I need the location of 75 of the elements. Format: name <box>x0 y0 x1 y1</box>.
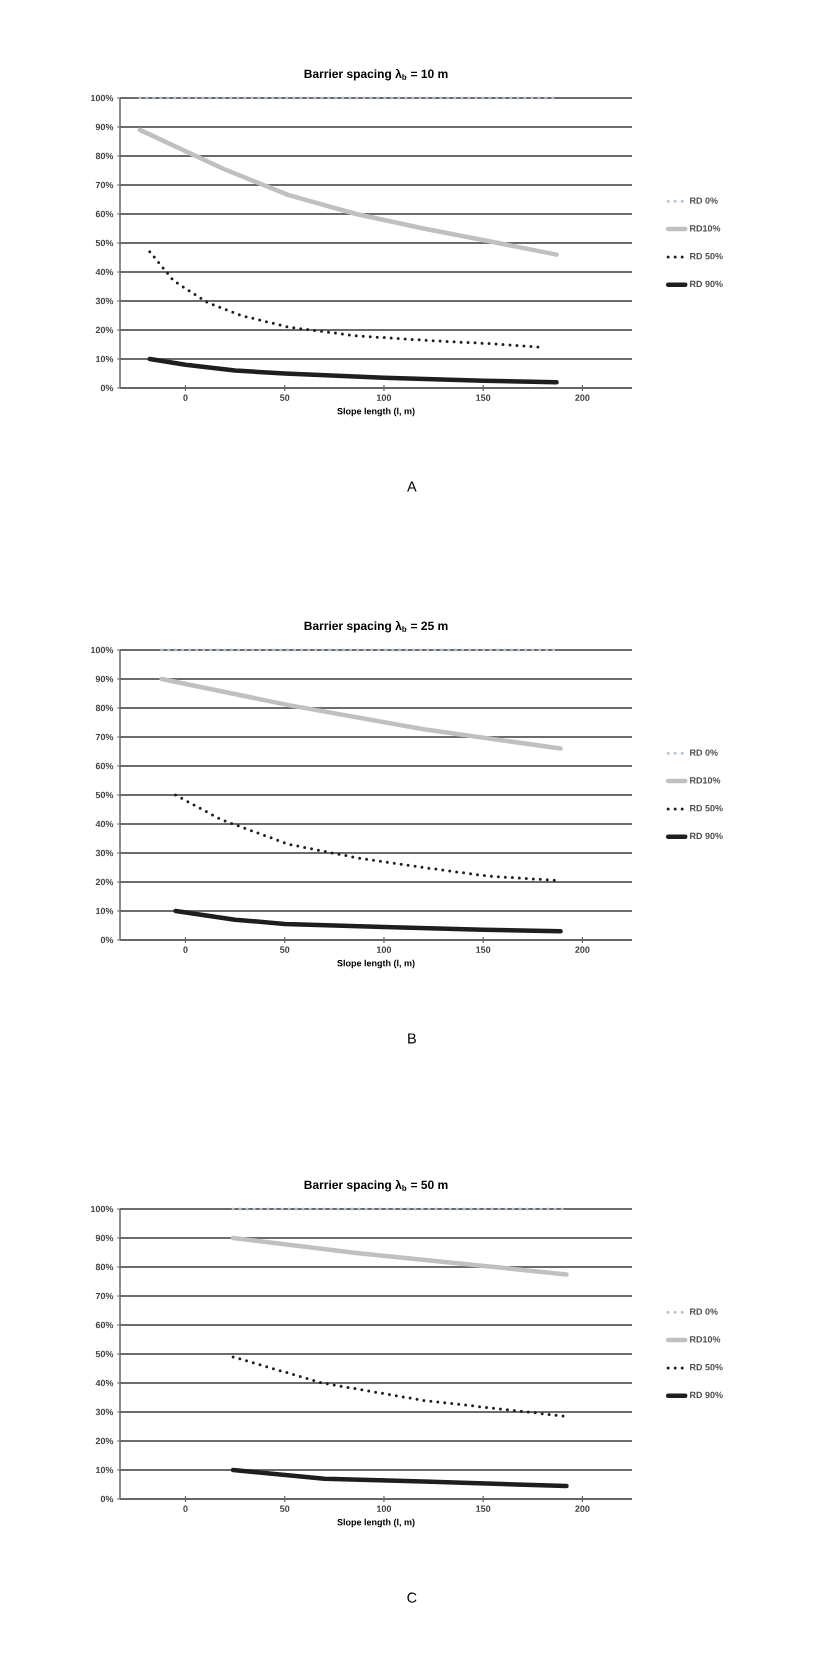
text: B <box>408 1033 416 1044</box>
y-tick-label: 50% <box>95 1350 114 1358</box>
x-tick-label: 150 <box>476 946 491 953</box>
y-tick-label: 10% <box>96 907 114 915</box>
y-tick-label: 70% <box>95 733 114 741</box>
legend-label: RD 50% <box>690 252 723 260</box>
x-tick-label: 0 <box>183 1505 188 1512</box>
chart-title: Barrier spacing λ$_{b}$ = 10 m <box>304 68 448 81</box>
y-tick-label: 10% <box>96 1466 114 1474</box>
y-tick-label: 0% <box>100 1495 114 1503</box>
legend-label: RD 50% <box>690 804 723 812</box>
line-series <box>147 356 559 385</box>
y-tick-label: 80% <box>95 152 114 160</box>
y-tick-label: 80% <box>95 704 114 712</box>
x-tick-label: 200 <box>575 394 590 401</box>
x-tick-label: 150 <box>476 394 491 401</box>
y-tick-label: 60% <box>95 762 114 770</box>
legend-label: RD 0% <box>690 197 718 204</box>
legend-label: RD10% <box>690 225 721 232</box>
x-tick-label: 150 <box>476 1505 491 1512</box>
y-tick-label: 60% <box>95 1321 114 1329</box>
y-tick-label: 90% <box>95 675 114 683</box>
legend-label: RD 0% <box>690 749 718 756</box>
text: C <box>407 1592 417 1603</box>
x-tick-label: 50 <box>279 946 290 953</box>
x-tick-label: 50 <box>279 394 290 401</box>
x-tick-label: 100 <box>377 1505 392 1512</box>
y-tick-label: 60% <box>95 210 114 218</box>
y-tick-label: 0% <box>100 384 114 392</box>
x-tick-label: 50 <box>279 1505 290 1512</box>
x-axis-title: Slope length (l, m) <box>337 1518 415 1528</box>
x-axis-title: Slope length (l, m) <box>337 959 415 969</box>
y-tick-label: 100% <box>91 646 114 654</box>
y-tick-label: 50% <box>95 791 114 799</box>
y-tick-label: 100% <box>91 94 114 102</box>
y-tick-label: 30% <box>95 849 114 857</box>
chart-title: Barrier spacing λ$_{b}$ = 50 m <box>304 1179 448 1192</box>
line-series <box>230 1235 569 1277</box>
x-tick-label: 100 <box>377 946 392 953</box>
y-tick-label: 10% <box>96 355 114 363</box>
line-series <box>137 127 559 257</box>
line-series <box>159 676 563 751</box>
y-tick-label: 90% <box>95 1234 114 1242</box>
y-tick-label: 90% <box>95 123 114 131</box>
x-axis-title: Slope length (l, m) <box>337 407 415 417</box>
legend-label: RD10% <box>690 777 721 784</box>
line-series <box>230 1467 569 1489</box>
y-tick-label: 50% <box>95 239 114 247</box>
line-series <box>173 908 563 934</box>
x-tick-label: 100 <box>377 394 392 401</box>
y-tick-label: 70% <box>95 1292 114 1300</box>
y-tick-label: 20% <box>95 326 114 334</box>
legend-label: RD 90% <box>690 280 723 288</box>
x-tick-label: 0 <box>183 394 188 401</box>
chart-title: Barrier spacing λ$_{b}$ = 25 m <box>304 620 448 633</box>
y-tick-label: 30% <box>95 297 114 305</box>
legend-label: RD 0% <box>690 1308 718 1315</box>
text: A <box>407 481 417 492</box>
y-tick-label: 20% <box>95 1437 114 1445</box>
legend-label: RD10% <box>690 1336 721 1343</box>
y-tick-label: 100% <box>91 1205 114 1213</box>
y-tick-label: 40% <box>95 820 114 828</box>
x-tick-label: 200 <box>575 946 590 953</box>
y-tick-label: 80% <box>95 1263 114 1271</box>
legend-label: RD 90% <box>690 1391 723 1399</box>
y-tick-label: 0% <box>100 936 114 944</box>
y-tick-label: 40% <box>95 268 114 276</box>
legend-label: RD 50% <box>690 1363 723 1371</box>
x-tick-label: 0 <box>183 946 188 953</box>
y-tick-label: 70% <box>95 181 114 189</box>
y-tick-label: 20% <box>95 878 114 886</box>
x-tick-label: 200 <box>575 1505 590 1512</box>
y-tick-label: 40% <box>95 1379 114 1387</box>
legend-label: RD 90% <box>690 832 723 840</box>
y-tick-label: 30% <box>95 1408 114 1416</box>
